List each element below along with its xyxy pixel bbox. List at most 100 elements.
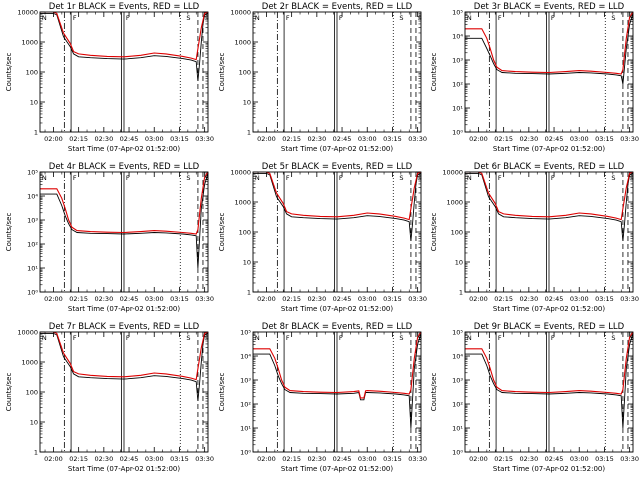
- y-tick-label: 10⁰: [240, 449, 251, 457]
- y-tick-label: 1000: [21, 359, 38, 367]
- y-tick-label: 10²: [27, 241, 38, 249]
- x-tick-label: 03:00: [570, 135, 589, 143]
- flag-label: F: [286, 14, 290, 22]
- x-tick-label: 02:45: [120, 455, 139, 463]
- y-tick-label: 10²: [240, 401, 251, 409]
- y-tick-label: 10³: [452, 57, 463, 65]
- series-line-lld: [40, 332, 208, 381]
- plot-frame: [464, 171, 634, 293]
- x-axis-label: Start Time (07-Apr-02 01:52:00): [281, 305, 393, 313]
- y-tick-label: 10: [30, 99, 38, 107]
- x-tick-label: 02:15: [494, 135, 513, 143]
- flag-label: S: [418, 174, 422, 182]
- chart-title: Det 5r BLACK = Events, RED = LLD: [262, 162, 413, 172]
- flag-label: N: [42, 174, 47, 182]
- x-tick-label: 03:00: [570, 295, 589, 303]
- flag-label: S: [205, 14, 209, 22]
- flag-label: S: [630, 174, 634, 182]
- x-tick-label: 02:45: [545, 295, 564, 303]
- y-tick-label: 10⁵: [452, 329, 463, 337]
- series-line-events: [40, 172, 208, 269]
- flag-label: F: [551, 174, 555, 182]
- y-tick-label: 100: [239, 69, 251, 77]
- x-tick-label: 03:15: [170, 295, 189, 303]
- x-tick-label: 02:00: [469, 455, 488, 463]
- plot-area: [276, 12, 417, 132]
- plot-area: [253, 172, 421, 292]
- flag-label: S: [611, 174, 615, 182]
- y-tick-label: 100: [26, 389, 38, 397]
- x-tick-label: 03:30: [620, 135, 639, 143]
- y-tick-label: 1: [459, 289, 463, 297]
- x-tick-label: 03:00: [145, 455, 164, 463]
- flag-label: F: [498, 174, 502, 182]
- flag-label: S: [418, 334, 422, 342]
- y-tick-label: 10²: [452, 81, 463, 89]
- y-tick-label: 10¹: [452, 425, 463, 433]
- chart-panel-7: Det 7r BLACK = Events, RED = LLD Counts/s…: [5, 322, 214, 473]
- y-axis-label: Counts/sec: [430, 213, 438, 252]
- flag-label: S: [205, 334, 209, 342]
- flag-label: N: [467, 14, 472, 22]
- x-axis-label: Start Time (07-Apr-02 01:52:00): [493, 465, 605, 473]
- chart-title: Det 8r BLACK = Events, RED = LLD: [262, 322, 413, 332]
- plot-frame: [464, 331, 634, 453]
- y-tick-label: 10⁵: [240, 329, 251, 337]
- flag-label: F: [126, 174, 130, 182]
- flag-label: S: [399, 14, 403, 22]
- y-tick-label: 10000: [17, 9, 38, 17]
- series-line-lld: [253, 332, 421, 399]
- y-axis-label: Counts/sec: [218, 213, 226, 252]
- chart-title: Det 1r BLACK = Events, RED = LLD: [49, 2, 200, 12]
- x-axis-label: Start Time (07-Apr-02 01:52:00): [281, 465, 393, 473]
- y-tick-label: 10: [455, 259, 463, 267]
- flag-label: S: [611, 334, 615, 342]
- flag-label: S: [186, 174, 190, 182]
- x-tick-label: 02:00: [469, 295, 488, 303]
- x-tick-label: 02:15: [282, 135, 301, 143]
- chart-panel-5: Det 5r BLACK = Events, RED = LLD Counts/s…: [218, 162, 427, 313]
- plot-frame: [252, 11, 422, 133]
- flag-label: N: [255, 334, 260, 342]
- flag-label: F: [551, 14, 555, 22]
- x-tick-label: 03:00: [570, 455, 589, 463]
- x-tick-label: 03:15: [170, 455, 189, 463]
- flag-label: N: [255, 14, 260, 22]
- x-tick-label: 02:00: [44, 295, 63, 303]
- y-tick-label: 10000: [17, 329, 38, 337]
- flag-label: S: [611, 14, 615, 22]
- x-tick-label: 02:15: [69, 135, 88, 143]
- x-tick-label: 02:30: [519, 135, 538, 143]
- series-line-lld: [465, 12, 633, 75]
- plot-frame: [252, 331, 422, 453]
- y-tick-label: 10⁰: [452, 449, 463, 457]
- plot-area: [40, 332, 208, 452]
- x-tick-label: 02:15: [69, 455, 88, 463]
- x-tick-label: 03:30: [620, 455, 639, 463]
- y-tick-label: 10⁰: [452, 129, 463, 137]
- x-tick-label: 02:15: [282, 455, 301, 463]
- x-tick-label: 02:15: [69, 295, 88, 303]
- y-tick-label: 10¹: [27, 265, 38, 273]
- y-axis-label: Counts/sec: [430, 53, 438, 92]
- chart-panel-9: Det 9r BLACK = Events, RED = LLD Counts/s…: [430, 322, 639, 473]
- y-tick-label: 10¹: [240, 425, 251, 433]
- flag-label: S: [630, 14, 634, 22]
- y-tick-label: 10⁰: [27, 289, 38, 297]
- x-tick-label: 02:30: [94, 455, 113, 463]
- chart-title: Det 9r BLACK = Events, RED = LLD: [474, 322, 625, 332]
- plot-frame: [464, 11, 634, 133]
- y-tick-label: 10³: [27, 217, 38, 225]
- x-tick-label: 02:15: [282, 295, 301, 303]
- flag-label: S: [205, 174, 209, 182]
- y-tick-label: 10²: [452, 401, 463, 409]
- y-tick-label: 10000: [230, 169, 251, 177]
- flag-label: F: [339, 334, 343, 342]
- chart-panel-8: Det 8r BLACK = Events, RED = LLD Counts/s…: [218, 322, 427, 473]
- flag-label: F: [286, 334, 290, 342]
- plot-area: [465, 172, 633, 292]
- flag-label: S: [399, 174, 403, 182]
- x-tick-label: 02:45: [333, 135, 352, 143]
- x-axis-label: Start Time (07-Apr-02 01:52:00): [493, 145, 605, 153]
- plot-frame: [39, 171, 209, 293]
